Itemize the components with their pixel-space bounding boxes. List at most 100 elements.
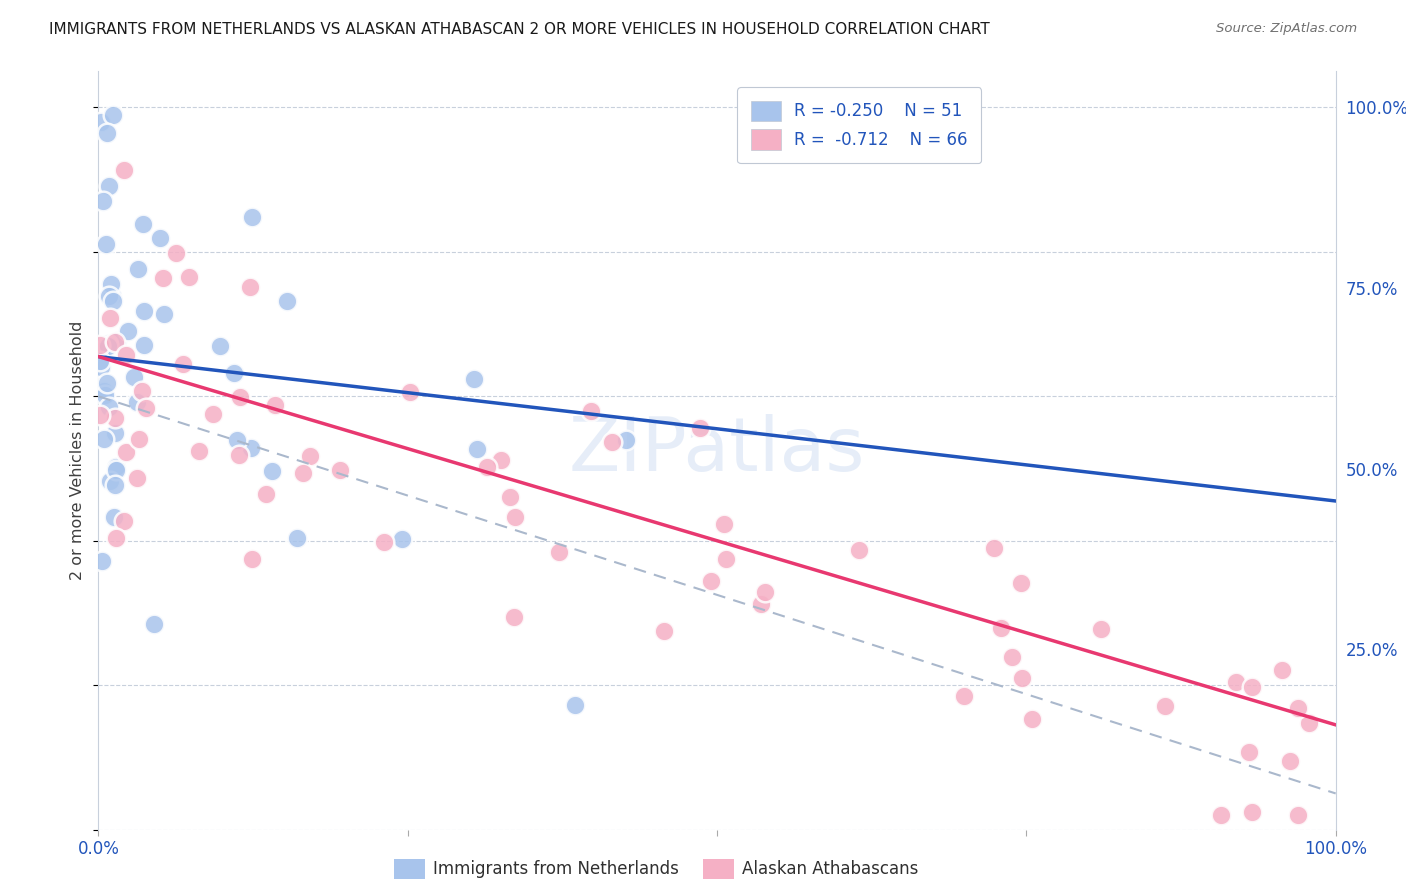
Point xyxy=(96,376,118,390)
Point xyxy=(579,404,602,418)
Point xyxy=(127,395,149,409)
Point xyxy=(201,407,224,421)
Point xyxy=(503,510,526,524)
Point xyxy=(329,462,352,476)
Point xyxy=(91,554,114,568)
Point xyxy=(132,304,155,318)
Point xyxy=(96,236,118,251)
Point xyxy=(104,425,127,440)
Point xyxy=(104,411,127,425)
Point xyxy=(89,338,111,352)
Point xyxy=(132,217,155,231)
Point xyxy=(97,289,120,303)
Point xyxy=(143,617,166,632)
Point xyxy=(96,126,118,140)
Point xyxy=(373,535,395,549)
Point xyxy=(93,388,115,402)
Point xyxy=(240,210,263,224)
Text: Source: ZipAtlas.com: Source: ZipAtlas.com xyxy=(1216,22,1357,36)
Point xyxy=(292,467,315,481)
Point xyxy=(103,509,125,524)
Point xyxy=(90,343,112,358)
Point xyxy=(89,354,111,368)
Point xyxy=(101,289,124,303)
Point xyxy=(276,293,298,308)
Point xyxy=(699,574,721,589)
Point xyxy=(298,450,321,464)
Point xyxy=(117,324,139,338)
Point xyxy=(98,179,121,194)
Point xyxy=(1298,716,1320,731)
Point xyxy=(228,448,250,462)
Point xyxy=(489,452,512,467)
Point xyxy=(104,460,127,475)
Point xyxy=(1286,808,1309,822)
Text: Alaskan Athabascans: Alaskan Athabascans xyxy=(742,860,918,878)
Point xyxy=(1271,663,1294,677)
Point xyxy=(114,348,136,362)
Point xyxy=(100,277,122,292)
Point xyxy=(93,194,115,208)
Point xyxy=(225,434,247,448)
Point xyxy=(499,490,522,504)
Point xyxy=(101,108,124,122)
Point xyxy=(114,445,136,459)
Point xyxy=(90,115,112,129)
Point xyxy=(131,384,153,398)
Point xyxy=(134,337,156,351)
Point xyxy=(477,459,499,474)
Point xyxy=(152,307,174,321)
Legend: R = -0.250    N = 51, R =  -0.712    N = 66: R = -0.250 N = 51, R = -0.712 N = 66 xyxy=(737,87,981,163)
Point xyxy=(209,338,232,352)
Point xyxy=(1211,808,1233,822)
Point xyxy=(983,541,1005,556)
Point xyxy=(1153,699,1175,714)
Point xyxy=(1278,754,1301,768)
Point xyxy=(1011,671,1033,685)
Point xyxy=(1010,575,1032,590)
Point xyxy=(125,471,148,485)
Point xyxy=(105,531,128,545)
Point xyxy=(114,514,136,528)
Point xyxy=(98,401,121,415)
Point xyxy=(105,463,128,477)
Point xyxy=(240,552,263,566)
Point xyxy=(1240,680,1263,694)
Point xyxy=(93,384,115,398)
Y-axis label: 2 or more Vehicles in Household: 2 or more Vehicles in Household xyxy=(70,321,86,580)
Point xyxy=(166,245,188,260)
Point xyxy=(104,334,127,349)
Point xyxy=(652,624,675,639)
Point xyxy=(263,398,285,412)
Point xyxy=(124,370,146,384)
Point xyxy=(89,409,111,423)
Point xyxy=(689,421,711,435)
Point xyxy=(399,384,422,399)
Point xyxy=(465,442,488,456)
Point xyxy=(97,339,120,353)
Point xyxy=(848,542,870,557)
Point xyxy=(135,401,157,415)
Point xyxy=(285,532,308,546)
Point xyxy=(547,545,569,559)
Point xyxy=(564,698,586,712)
Point xyxy=(98,475,121,489)
Point xyxy=(152,271,174,285)
Point xyxy=(127,262,149,277)
Point xyxy=(1286,701,1309,715)
Point xyxy=(104,478,127,492)
Point xyxy=(953,689,976,703)
Point xyxy=(228,390,250,404)
Point xyxy=(1237,745,1260,759)
Point xyxy=(97,336,120,351)
Point xyxy=(172,357,194,371)
Point xyxy=(614,434,637,448)
Text: Immigrants from Netherlands: Immigrants from Netherlands xyxy=(433,860,679,878)
Point xyxy=(101,294,124,309)
Point xyxy=(602,435,624,450)
Point xyxy=(990,621,1012,635)
Point xyxy=(1021,712,1043,726)
Point xyxy=(105,334,128,348)
Point xyxy=(749,598,772,612)
Point xyxy=(502,610,524,624)
